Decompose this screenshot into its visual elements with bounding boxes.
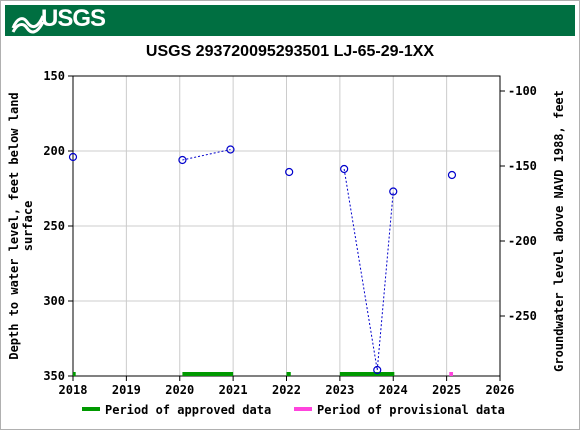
x-tick-label-2021: 2021 [219, 383, 248, 397]
x-tick-label-2024: 2024 [379, 383, 408, 397]
x-axis: 2018 2019 2020 2021 2022 2023 2024 2025 2026 [59, 376, 515, 397]
legend-provisional-swatch [294, 407, 312, 411]
y-right-tick-label--200: -200 [508, 234, 537, 248]
y-axis-right-label: Groundwater level above NAVD 1988, feet [552, 90, 566, 372]
x-tick-label-2022: 2022 [272, 383, 301, 397]
series-connector-4-5 [343, 168, 378, 371]
data-point-6 [389, 187, 398, 196]
y-right-tick-label--250: -250 [508, 309, 537, 323]
legend-approved-label: Period of approved data [105, 403, 271, 417]
data-point-4 [340, 164, 349, 174]
x-tick-label-2019: 2019 [112, 383, 141, 397]
y-left-tick-label-200: 200 [43, 144, 65, 158]
data-point-7 [447, 170, 457, 180]
periods-layer [73, 372, 454, 376]
legend: Period of approved data Period of provis… [82, 403, 505, 417]
x-tick-label-2018: 2018 [59, 383, 88, 397]
legend-provisional-label: Period of provisional data [317, 403, 505, 417]
grid-layer [72, 75, 501, 377]
period-bar-approved-0 [73, 372, 76, 376]
legend-approved-swatch [82, 407, 100, 411]
y-axis-left-label-line-2: surface [21, 201, 35, 252]
series-connector-1-2 [182, 149, 231, 161]
series-connector-5-6 [376, 191, 394, 371]
x-tick-label-2025: 2025 [432, 383, 461, 397]
usgs-logo-icon [11, 15, 45, 34]
usgs-logo-text: USGS [41, 5, 106, 32]
y-left-tick-label-250: 250 [43, 219, 65, 233]
data-point-3 [285, 167, 294, 177]
lines-layer [182, 149, 394, 371]
x-tick-label-2020: 2020 [165, 383, 194, 397]
y-left-tick-label-300: 300 [43, 294, 65, 308]
y-axis-right: -100 -150 -200 -250 [500, 84, 537, 323]
data-point-5 [373, 365, 382, 375]
period-bar-approved-1 [182, 372, 234, 376]
points-layer [68, 145, 457, 375]
x-tick-label-2023: 2023 [325, 383, 354, 397]
data-point-2 [226, 145, 235, 154]
data-point-0 [68, 152, 78, 162]
usgs-header-bar: USGS [5, 5, 575, 36]
period-bar-approved-3 [339, 372, 395, 376]
y-axis-left-label-line-1: Depth to water level, feet below land [7, 92, 21, 359]
x-tick-label-2026: 2026 [486, 383, 515, 397]
y-right-tick-label--150: -150 [508, 159, 537, 173]
y-axis-left: 150 200 250 300 350 [43, 69, 73, 383]
data-point-1 [178, 155, 187, 165]
period-bar-approved-2 [286, 372, 291, 376]
y-left-tick-label-150: 150 [43, 69, 65, 83]
y-right-tick-label--100: -100 [508, 84, 537, 98]
period-bar-provisional-4 [449, 372, 454, 376]
chart-title: USGS 293720095293501 LJ-65-29-1XX [145, 43, 435, 60]
y-left-tick-label-350: 350 [43, 369, 65, 383]
